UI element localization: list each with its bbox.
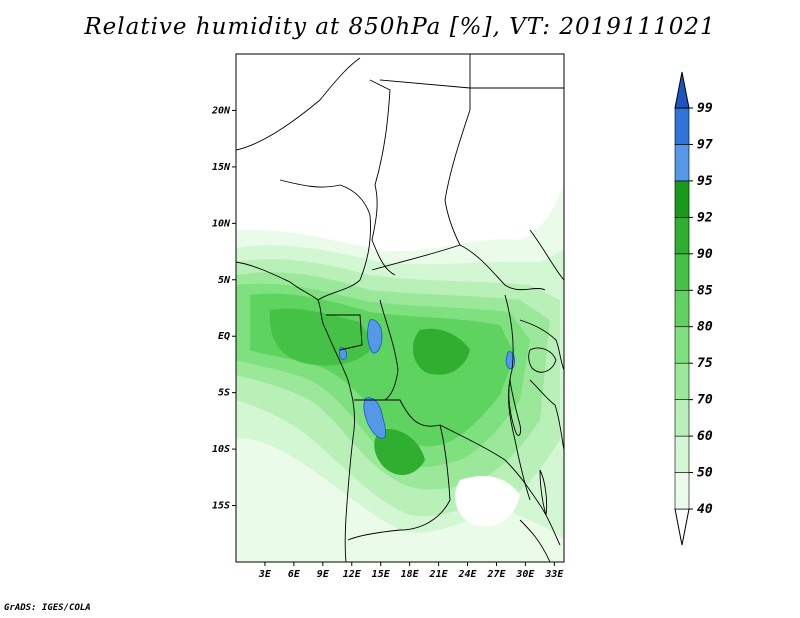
colorbar-segment	[674, 217, 690, 255]
colorbar-label: 99	[697, 101, 713, 116]
border-tanzania	[529, 379, 564, 451]
colorbar-label: 70	[697, 393, 713, 408]
lon-tick-label: 30E	[515, 569, 535, 580]
saturation-patch-north	[367, 319, 383, 354]
colorbar-label: 40	[697, 502, 713, 517]
colorbar-segment	[674, 362, 690, 400]
colorbar-segment	[674, 180, 690, 218]
border-sudan	[444, 54, 471, 246]
border-mozambique	[519, 519, 551, 562]
lat-tick-label: EQ	[218, 331, 230, 342]
lat-tick-label: 15S	[212, 501, 230, 512]
lat-tick-label: 20N	[211, 105, 231, 116]
colorbar-label: 95	[697, 174, 713, 189]
colorbar: 40 50 60 70 75 80 85 90 92 95 97 99	[674, 71, 713, 546]
colorbar-lower-arrow	[674, 508, 690, 546]
lon-tick-label: 21E	[429, 569, 449, 580]
lon-tick-label: 6E	[288, 569, 301, 580]
lon-tick-label: 27E	[486, 569, 506, 580]
chart-title: Relative humidity at 850hPa [%], VT: 201…	[84, 14, 716, 40]
colorbar-label: 80	[697, 320, 713, 335]
grads-credit: GrADS: IGES/COLA	[4, 603, 91, 613]
colorbar-label: 60	[697, 429, 713, 444]
lat-tick-label: 10S	[212, 444, 230, 455]
lon-tick-label: 18E	[401, 569, 420, 580]
saturation-patch-west	[339, 347, 347, 360]
humidity-area-92-south	[374, 429, 425, 476]
colorbar-segment	[674, 107, 690, 145]
lat-tick-label: 15N	[212, 162, 231, 173]
lake-victoria	[528, 347, 557, 373]
border-car	[371, 244, 546, 291]
humidity-field	[236, 180, 564, 562]
colorbar-label: 92	[697, 210, 713, 225]
lon-tick-label: 9E	[317, 569, 330, 580]
colorbar-segment	[674, 253, 690, 291]
colorbar-label: 90	[697, 247, 713, 262]
saturation-patch-congo	[363, 397, 387, 439]
colorbar-segment	[674, 144, 690, 182]
border-zambia	[439, 424, 561, 546]
colorbar-label: 50	[697, 466, 713, 481]
lon-tick-label: 12E	[343, 569, 362, 580]
lat-tick-label: 5S	[218, 388, 230, 399]
lake-tanganyika	[508, 379, 521, 436]
country-borders	[236, 54, 564, 562]
border-drc-east	[504, 294, 531, 501]
lon-tick-label: 33E	[544, 569, 564, 580]
border-egypt-libya	[379, 79, 564, 89]
colorbar-label: 85	[697, 283, 713, 298]
latitude-axis: 20N 15N 10N 5N EQ 5S 10S 15S	[211, 105, 236, 512]
border-nigeria-cameroon	[279, 179, 371, 301]
lon-tick-label: 3E	[258, 569, 272, 580]
dry-area-south	[455, 475, 520, 527]
coastline-gulf-of-guinea	[236, 261, 355, 562]
colorbar-segment	[674, 472, 690, 510]
humidity-area-90	[269, 308, 375, 366]
lon-tick-label: 15E	[372, 569, 391, 580]
border-angola	[347, 399, 451, 541]
lat-tick-label: 10N	[212, 218, 231, 229]
map-frame	[235, 53, 565, 563]
colorbar-upper-arrow	[674, 71, 690, 109]
border-niger	[236, 57, 361, 151]
border-ethiopia-south-sudan	[529, 229, 564, 281]
colorbar-label: 97	[697, 137, 713, 152]
colorbar-segment	[674, 435, 690, 473]
humidity-area-92	[413, 328, 470, 375]
colorbar-segment	[674, 289, 690, 328]
colorbar-label: 75	[697, 356, 713, 371]
border-uganda-kenya	[519, 319, 564, 371]
border-congo-drc	[379, 299, 399, 401]
lon-tick-label: 24E	[457, 569, 477, 580]
border-chad	[369, 79, 396, 276]
lat-tick-label: 5N	[218, 275, 231, 286]
colorbar-segment	[674, 326, 690, 364]
colorbar-segment	[674, 399, 690, 437]
border-gabon	[326, 314, 363, 351]
longitude-axis: 3E 6E 9E 12E 15E 18E 21E 24E 27E 30E 33E	[258, 562, 564, 580]
lake-malawi	[539, 469, 548, 516]
